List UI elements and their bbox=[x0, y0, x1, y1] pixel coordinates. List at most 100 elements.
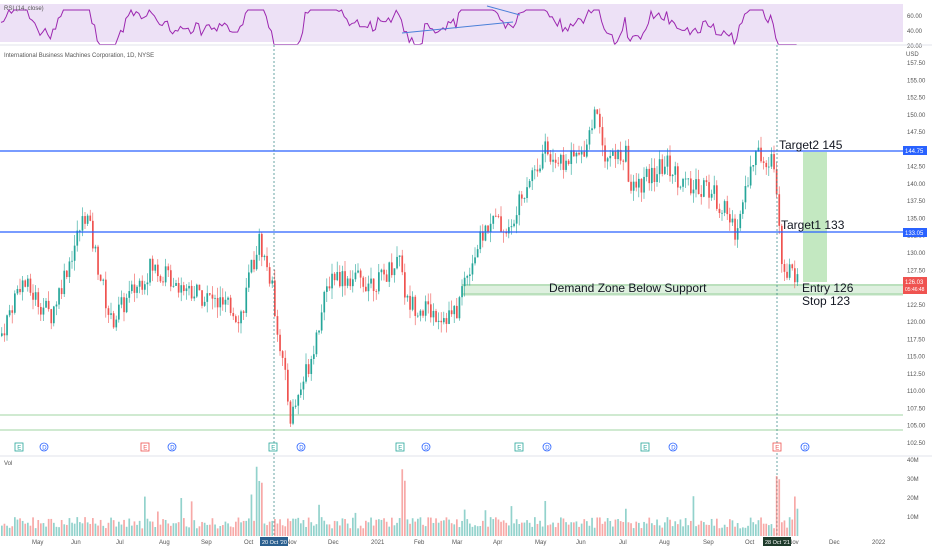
currency-label: USD bbox=[906, 52, 919, 58]
volume-bar bbox=[422, 524, 424, 536]
volume-bar bbox=[198, 526, 201, 536]
volume-bar bbox=[248, 518, 250, 536]
volume-bar bbox=[463, 509, 466, 536]
earnings-marker[interactable]: E bbox=[772, 442, 782, 452]
volume-bar bbox=[188, 527, 190, 536]
volume-bar bbox=[705, 524, 708, 536]
candle-body bbox=[125, 297, 128, 313]
candle-body bbox=[144, 284, 146, 290]
candle-body bbox=[333, 273, 336, 281]
candle-body bbox=[133, 284, 136, 293]
candle-body bbox=[172, 285, 175, 287]
candle-body bbox=[458, 297, 461, 319]
earnings-marker[interactable]: E bbox=[395, 442, 405, 452]
earnings-marker[interactable]: E bbox=[140, 442, 150, 452]
svg-text:D: D bbox=[299, 446, 304, 452]
candle-body bbox=[796, 274, 799, 283]
time-axis-label: Aug bbox=[159, 540, 170, 546]
candle-body bbox=[677, 166, 679, 188]
price-tick-label: 152.50 bbox=[907, 96, 926, 102]
candle-body bbox=[565, 160, 567, 170]
candle-body bbox=[539, 168, 541, 172]
volume-bar bbox=[489, 517, 492, 536]
target2-annotation: Target2 145 bbox=[779, 138, 843, 152]
candle-body bbox=[159, 276, 162, 282]
candle-body bbox=[518, 194, 521, 216]
candle-body bbox=[40, 306, 42, 315]
volume-bar bbox=[63, 524, 66, 536]
earnings-marker[interactable]: E bbox=[514, 442, 524, 452]
dividend-marker[interactable]: D bbox=[421, 442, 431, 452]
candle-body bbox=[635, 181, 638, 188]
candle-body bbox=[479, 231, 482, 250]
volume-bar bbox=[729, 519, 731, 536]
time-axis-label: Jun bbox=[576, 540, 586, 546]
candle-body bbox=[328, 286, 331, 289]
volume-bar bbox=[417, 518, 419, 536]
candle-body bbox=[573, 150, 575, 157]
candle-body bbox=[55, 304, 58, 307]
earnings-marker[interactable]: E bbox=[14, 442, 24, 452]
candle-body bbox=[604, 145, 606, 162]
candle-body bbox=[716, 185, 718, 209]
volume-bar bbox=[323, 520, 326, 536]
volume-bar bbox=[471, 526, 474, 536]
candle-body bbox=[671, 174, 674, 177]
volume-bar bbox=[8, 527, 11, 536]
candle-body bbox=[638, 178, 640, 188]
candle-body bbox=[632, 181, 635, 191]
candle-body bbox=[419, 310, 422, 316]
dividend-marker[interactable]: D bbox=[39, 442, 49, 452]
volume-bar bbox=[89, 523, 92, 536]
candle-body bbox=[310, 359, 313, 374]
candle-body bbox=[53, 306, 55, 324]
volume-bar bbox=[414, 521, 417, 536]
volume-bar bbox=[136, 524, 138, 536]
volume-bar bbox=[552, 522, 554, 536]
price-tick-label: 120.00 bbox=[907, 320, 926, 326]
candle-body bbox=[466, 275, 469, 278]
volume-bar bbox=[315, 524, 318, 536]
volume-bar bbox=[406, 519, 409, 536]
earnings-marker[interactable]: E bbox=[640, 442, 650, 452]
candle-body bbox=[476, 249, 479, 258]
volume-bar bbox=[1, 525, 3, 536]
earnings-marker[interactable]: E bbox=[268, 442, 278, 452]
candle-body bbox=[68, 261, 71, 278]
svg-text:133.05: 133.05 bbox=[905, 231, 924, 237]
dividend-marker[interactable]: D bbox=[296, 442, 306, 452]
volume-bar bbox=[190, 501, 193, 536]
candle-body bbox=[583, 151, 586, 157]
volume-bar bbox=[27, 522, 29, 536]
volume-bar bbox=[349, 528, 352, 536]
candle-body bbox=[404, 272, 406, 298]
dividend-marker[interactable]: D bbox=[668, 442, 678, 452]
candle-body bbox=[138, 280, 141, 287]
candle-body bbox=[554, 159, 557, 163]
candle-body bbox=[237, 322, 240, 324]
candle-body bbox=[614, 151, 617, 160]
volume-bar bbox=[497, 519, 500, 536]
volume-bar bbox=[138, 520, 141, 536]
volume-bar bbox=[172, 523, 175, 536]
volume-bar bbox=[510, 506, 513, 536]
candle-body bbox=[180, 285, 183, 293]
volume-bar bbox=[341, 518, 344, 536]
candle-body bbox=[219, 297, 222, 308]
dividend-marker[interactable]: D bbox=[167, 442, 177, 452]
volume-bar bbox=[484, 510, 487, 536]
svg-text:D: D bbox=[424, 446, 429, 452]
candle-body bbox=[266, 255, 268, 268]
volume-bar bbox=[482, 520, 484, 536]
volume-bar bbox=[466, 519, 469, 536]
candle-body bbox=[422, 310, 424, 316]
dividend-marker[interactable]: D bbox=[542, 442, 552, 452]
candle-body bbox=[461, 286, 463, 298]
volume-bar bbox=[625, 508, 627, 536]
volume-bar bbox=[401, 469, 404, 536]
candle-body bbox=[352, 279, 354, 287]
candle-body bbox=[721, 212, 723, 214]
dividend-marker[interactable]: D bbox=[800, 442, 810, 452]
volume-bar bbox=[601, 523, 604, 536]
volume-bar bbox=[164, 519, 167, 536]
